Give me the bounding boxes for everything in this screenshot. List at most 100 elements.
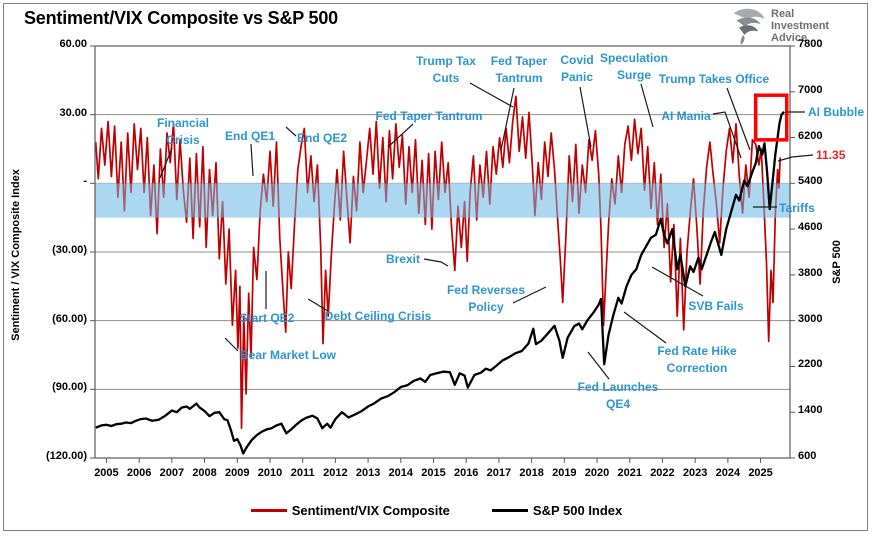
annotation-bear-market-low: Bear Market Low xyxy=(193,347,383,364)
annotation-ai-bubble-line: AI Bubble xyxy=(808,105,864,119)
annotation-fed-launches-qe4-line: QE4 xyxy=(605,397,630,411)
left-axis-label-60: 60.00 xyxy=(59,38,87,50)
right-axis-label-2200: 2200 xyxy=(798,358,823,371)
right-axis-label-600: 600 xyxy=(798,450,817,462)
x-axis-label-2009: 2009 xyxy=(225,467,250,479)
annotation-leader-trump-tax-cuts xyxy=(469,82,514,108)
x-axis-label-2020: 2020 xyxy=(584,467,610,479)
annotation-fed-taper-tantrum-2013: Fed Taper Tantrum xyxy=(334,108,524,125)
annotation-ai-mania: AI Mania xyxy=(591,108,781,125)
annotation-covid-panic: Covid Panic xyxy=(482,52,672,86)
legend: Sentiment/VIX Composite S&P 500 Index xyxy=(0,503,873,518)
annotation-leader-bear-market-low xyxy=(224,337,239,352)
annotation-leader-speculation-surge xyxy=(640,83,654,128)
annotation-ai-mania-line: AI Mania xyxy=(661,109,711,123)
left-axis-label--120: (120.00) xyxy=(46,450,87,462)
annotation-leader-covid-panic xyxy=(579,86,592,148)
annotation-fed-reverses-policy-line: Fed Reverses xyxy=(446,283,526,297)
brand-logo: Real Investment Advice xyxy=(731,6,829,46)
x-axis-label-2007: 2007 xyxy=(159,467,185,479)
legend-item-0: Sentiment/VIX Composite xyxy=(250,503,450,518)
annotation-trump-tax-cuts-line: Cuts xyxy=(432,71,460,85)
annotation-svb-fails: SVB Fails xyxy=(621,298,811,315)
right-axis-label-3800: 3800 xyxy=(798,266,823,279)
x-axis-label-2017: 2017 xyxy=(486,467,512,479)
annotation-speculation-surge: Speculation Surge xyxy=(539,50,729,84)
chart-title: Sentiment/VIX Composite vs S&P 500 xyxy=(24,8,338,28)
annotation-leader-fed-launches-qe4 xyxy=(587,351,610,380)
x-axis-label-2025: 2025 xyxy=(748,467,773,479)
x-axis-label-2019: 2019 xyxy=(552,467,577,479)
x-axis-label-2024: 2024 xyxy=(715,467,741,479)
legend-swatch-0 xyxy=(250,509,287,512)
annotation-fed-rate-hike-correction: Fed Rate Hike Correction xyxy=(602,343,792,377)
annotation-leader-ai-mania xyxy=(712,111,742,159)
x-axis-label-2005: 2005 xyxy=(94,467,119,479)
x-axis-label-2006: 2006 xyxy=(126,467,152,479)
annotation-trump-tax-cuts-line: Trump Tax xyxy=(416,54,476,68)
annotation-speculation-surge-line: Surge xyxy=(616,68,651,82)
annotation-fed-reverses-policy-line: Policy xyxy=(468,300,504,314)
right-axis-label-6200: 6200 xyxy=(798,129,823,142)
eagle-icon xyxy=(733,8,765,45)
annotation-leader-brexit xyxy=(423,258,449,267)
right-axis-label-7800: 7800 xyxy=(798,38,823,50)
annotation-speculation-surge-line: Speculation xyxy=(599,51,668,65)
annotation-svb-fails-line: SVB Fails xyxy=(688,299,744,313)
x-axis-label-2018: 2018 xyxy=(519,467,544,479)
annotation-trump-takes-office: Trump Takes Office xyxy=(619,71,809,88)
legend-swatch-1 xyxy=(491,509,528,512)
annotation-covid-panic-line: Panic xyxy=(560,70,593,84)
right-axis-label-3000: 3000 xyxy=(798,312,823,325)
x-axis-label-2021: 2021 xyxy=(617,467,642,479)
legend-item-1: S&P 500 Index xyxy=(491,503,622,518)
annotation-brexit: Brexit xyxy=(308,251,498,268)
annotation-fed-taper-tantrum-2018-line: Tantrum xyxy=(495,71,543,85)
annotation-start-qe2-line: Start QE2 xyxy=(239,311,295,325)
x-axis-label-2011: 2011 xyxy=(290,467,315,479)
annotation-financial-crisis-line: Financial xyxy=(156,116,209,130)
annotation-leader-financial-crisis xyxy=(159,147,173,179)
right-axis-label-5400: 5400 xyxy=(798,175,823,188)
x-axis-label-2013: 2013 xyxy=(355,467,381,479)
x-axis-label-2023: 2023 xyxy=(682,467,708,479)
annotation-fed-rate-hike-correction-line: Fed Rate Hike xyxy=(657,344,737,358)
annotation-ai-bubble: AI Bubble xyxy=(808,104,864,121)
annotation-bear-market-low-line: Bear Market Low xyxy=(239,348,337,362)
x-axis-label-2015: 2015 xyxy=(421,467,446,479)
annotation-trump-tax-cuts: Trump Tax Cuts xyxy=(351,53,541,87)
brand-line-3: Advice xyxy=(771,32,808,44)
x-axis-label-2010: 2010 xyxy=(257,467,283,479)
brand-line-1: Real xyxy=(771,8,795,20)
annotation-end-qe2-line: End QE2 xyxy=(296,131,347,145)
annotation-end-qe1-line: End QE1 xyxy=(224,129,275,143)
annotation-fed-reverses-policy: Fed Reverses Policy xyxy=(391,282,581,316)
annotation-leader-fed-reverses-policy xyxy=(512,286,547,304)
x-axis-label-2016: 2016 xyxy=(453,467,479,479)
left-axis-label--60: (60.00) xyxy=(52,312,87,325)
annotation-fed-taper-tantrum-2013-line: Fed Taper Tantrum xyxy=(375,109,483,123)
annotation-leader-fed-taper-tantrum-2018 xyxy=(500,87,515,151)
right-axis-label-1400: 1400 xyxy=(798,404,823,417)
annotation-trump-takes-office-line: Trump Takes Office xyxy=(658,72,770,86)
left-axis-label--90: (90.00) xyxy=(52,381,87,394)
x-axis-label-2008: 2008 xyxy=(192,467,217,479)
annotation-leader-fed-taper-tantrum-2013 xyxy=(387,123,414,148)
annotation-end-qe1: End QE1 xyxy=(155,128,345,145)
sp500-series-line xyxy=(95,111,785,455)
left-axis-title: Sentiment / VIX Composite Index xyxy=(10,169,22,341)
annotation-fed-launches-qe4: Fed Launches QE4 xyxy=(523,379,713,413)
legend-label-0: Sentiment/VIX Composite xyxy=(291,503,450,518)
left-axis-label--30: (30.00) xyxy=(52,244,87,256)
annotation-start-qe2: Start QE2 xyxy=(172,310,362,327)
annotation-fed-taper-tantrum-2018-line: Fed Taper xyxy=(490,54,548,68)
highlight-box xyxy=(753,93,789,142)
annotation-debt-ceiling-crisis: Debt Ceiling Crisis xyxy=(283,308,473,325)
annotation-end-qe2: End QE2 xyxy=(227,130,417,147)
annotation-sentiment-current-value: 11.35 xyxy=(816,147,845,164)
neutral-band-overlay xyxy=(95,183,790,218)
left-axis-label-30: 30.00 xyxy=(59,106,87,119)
annotation-leader-end-qe2 xyxy=(285,126,297,137)
annotation-leader-sentiment-current-value xyxy=(777,154,814,162)
right-axis-label-7000: 7000 xyxy=(798,83,823,96)
